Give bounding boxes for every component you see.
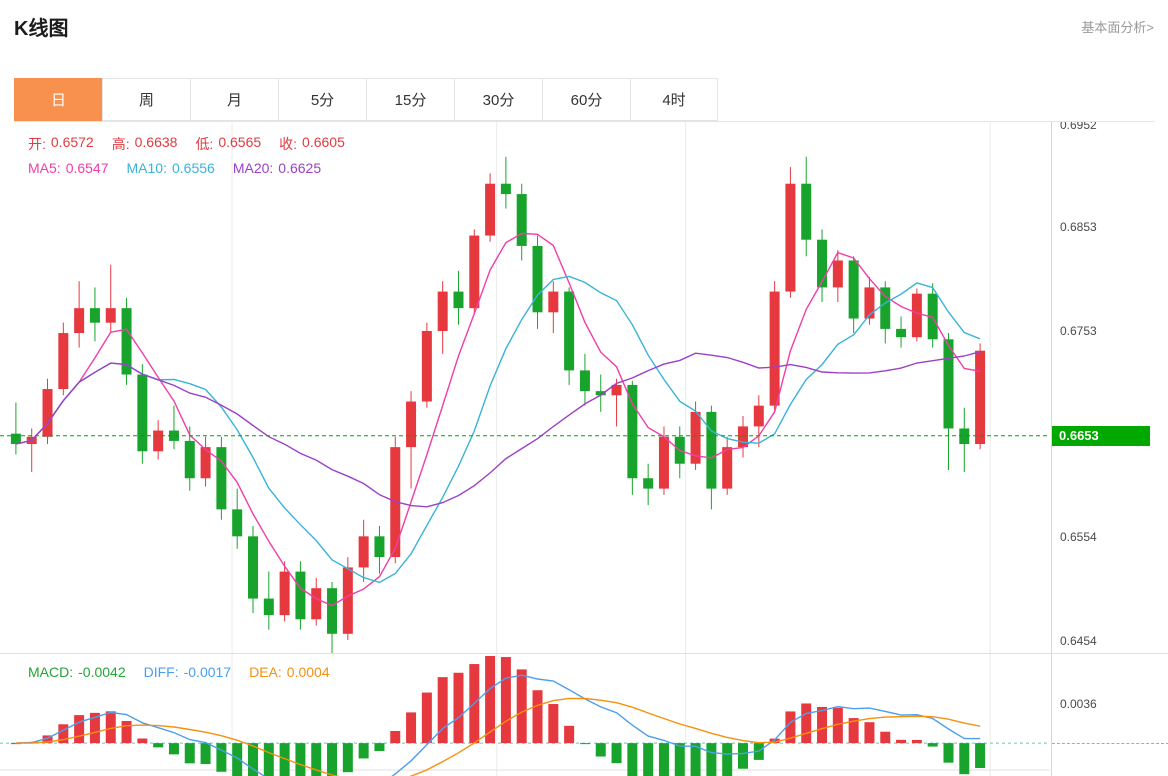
tab-week[interactable]: 周 bbox=[102, 78, 190, 121]
ma20-value: MA20: 0.6625 bbox=[232, 160, 322, 176]
ohlc-high: 高: 0.6638 bbox=[111, 134, 178, 152]
diff-line bbox=[15, 674, 981, 776]
kline-chart-area: 0.6653 0.0036 0.6952 0.6853 0.6753 0.6554 0.… bbox=[0, 122, 1168, 776]
dea-line bbox=[15, 697, 981, 776]
price-axis-tick: 0.6753 bbox=[1060, 324, 1097, 338]
macd-zero-line-extension bbox=[1052, 743, 1168, 745]
candlestick-chart[interactable] bbox=[0, 122, 1050, 653]
ma5-line bbox=[15, 232, 981, 607]
dea-value: DEA: 0.0004 bbox=[249, 664, 330, 680]
page-title: K线图 bbox=[14, 17, 69, 40]
macd-value: MACD: -0.0042 bbox=[28, 664, 126, 680]
macd-chart[interactable] bbox=[0, 653, 1050, 776]
price-axis-tick: 0.6454 bbox=[1060, 634, 1097, 649]
interval-tabs: 日 周 月 5分 15分 30分 60分 4时 bbox=[14, 78, 1154, 122]
ohlc-legend: 开: 0.6572 高: 0.6638 低: 0.6565 收: 0.6605 bbox=[28, 134, 345, 154]
tab-month[interactable]: 月 bbox=[190, 78, 278, 121]
tab-60min[interactable]: 60分 bbox=[542, 78, 630, 121]
panel-separator bbox=[0, 653, 1168, 654]
ma10-value: MA10: 0.6556 bbox=[126, 160, 215, 176]
ohlc-close: 收: 0.6605 bbox=[279, 134, 345, 152]
ma5-value: MA5: 0.6547 bbox=[28, 160, 109, 176]
current-price-badge: 0.6653 bbox=[1052, 425, 1150, 446]
macd-histogram bbox=[10, 655, 986, 776]
tab-4hour[interactable]: 4时 bbox=[630, 78, 718, 121]
price-axis: 0.6653 0.0036 0.6952 0.6853 0.6753 0.6554 0.… bbox=[1051, 122, 1168, 776]
tab-15min[interactable]: 15分 bbox=[366, 78, 454, 121]
header: K线图 基本面分析> bbox=[0, 0, 1168, 48]
macd-legend: MACD: -0.0042 DIFF: -0.0017 DEA: 0.0004 bbox=[28, 664, 330, 680]
tab-day[interactable]: 日 bbox=[14, 78, 102, 121]
tab-30min[interactable]: 30分 bbox=[454, 78, 542, 121]
fundamental-analysis-link[interactable]: 基本面分析> bbox=[1081, 19, 1154, 35]
macd-axis-tick: 0.0036 bbox=[1060, 696, 1097, 711]
candles bbox=[10, 156, 986, 653]
ohlc-open: 开: 0.6572 bbox=[28, 134, 94, 152]
price-axis-tick: 0.6952 bbox=[1060, 122, 1097, 132]
ma-legend: MA5: 0.6547 MA10: 0.6556 MA20: 0.6625 bbox=[28, 160, 321, 176]
price-axis-tick: 0.6853 bbox=[1060, 220, 1097, 235]
tab-5min[interactable]: 5分 bbox=[278, 78, 366, 121]
ohlc-low: 低: 0.6565 bbox=[195, 134, 262, 152]
price-axis-tick: 0.6554 bbox=[1060, 530, 1097, 545]
grid-lines bbox=[231, 122, 991, 653]
ma20-line bbox=[15, 351, 981, 508]
diff-value: DIFF: -0.0017 bbox=[143, 664, 232, 680]
ma10-line bbox=[15, 275, 981, 584]
